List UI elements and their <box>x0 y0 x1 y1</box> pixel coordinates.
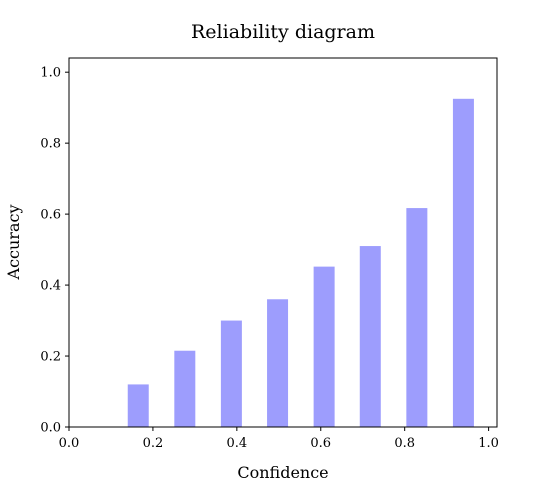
y-tick-label-1: 0.2 <box>40 350 61 365</box>
bar-5 <box>359 246 381 427</box>
bar-0 <box>127 384 149 427</box>
x-tick-label-5: 1.0 <box>478 436 499 451</box>
bar-2 <box>220 320 242 427</box>
x-tick-label-0: 0.0 <box>59 436 80 451</box>
x-tick-label-2: 0.4 <box>226 436 247 451</box>
y-axis-label: Accuracy <box>4 205 23 281</box>
bar-3 <box>267 299 289 427</box>
x-axis-label: Confidence <box>237 463 328 480</box>
y-tick-label-0: 0.0 <box>40 421 61 436</box>
x-tick-label-4: 0.8 <box>394 436 415 451</box>
x-tick-label-3: 0.6 <box>310 436 331 451</box>
bar-6 <box>406 208 428 427</box>
chart-title: Reliability diagram <box>191 21 375 43</box>
plot-frame <box>68 57 498 428</box>
y-tick-label-4: 0.8 <box>40 137 61 152</box>
bar-4 <box>313 266 335 427</box>
bar-1 <box>174 350 196 427</box>
y-tick-label-3: 0.6 <box>40 208 61 223</box>
y-tick-label-5: 1.0 <box>40 66 61 81</box>
bars-layer <box>127 98 474 428</box>
x-tick-label-1: 0.2 <box>143 436 164 451</box>
y-tick-label-2: 0.4 <box>40 279 61 294</box>
bar-7 <box>452 98 474 428</box>
axes-layer: 0.0 0.2 0.4 0.6 0.8 1.0 0.0 0.2 0.4 0.6 0.8 1.0 <box>40 57 499 451</box>
